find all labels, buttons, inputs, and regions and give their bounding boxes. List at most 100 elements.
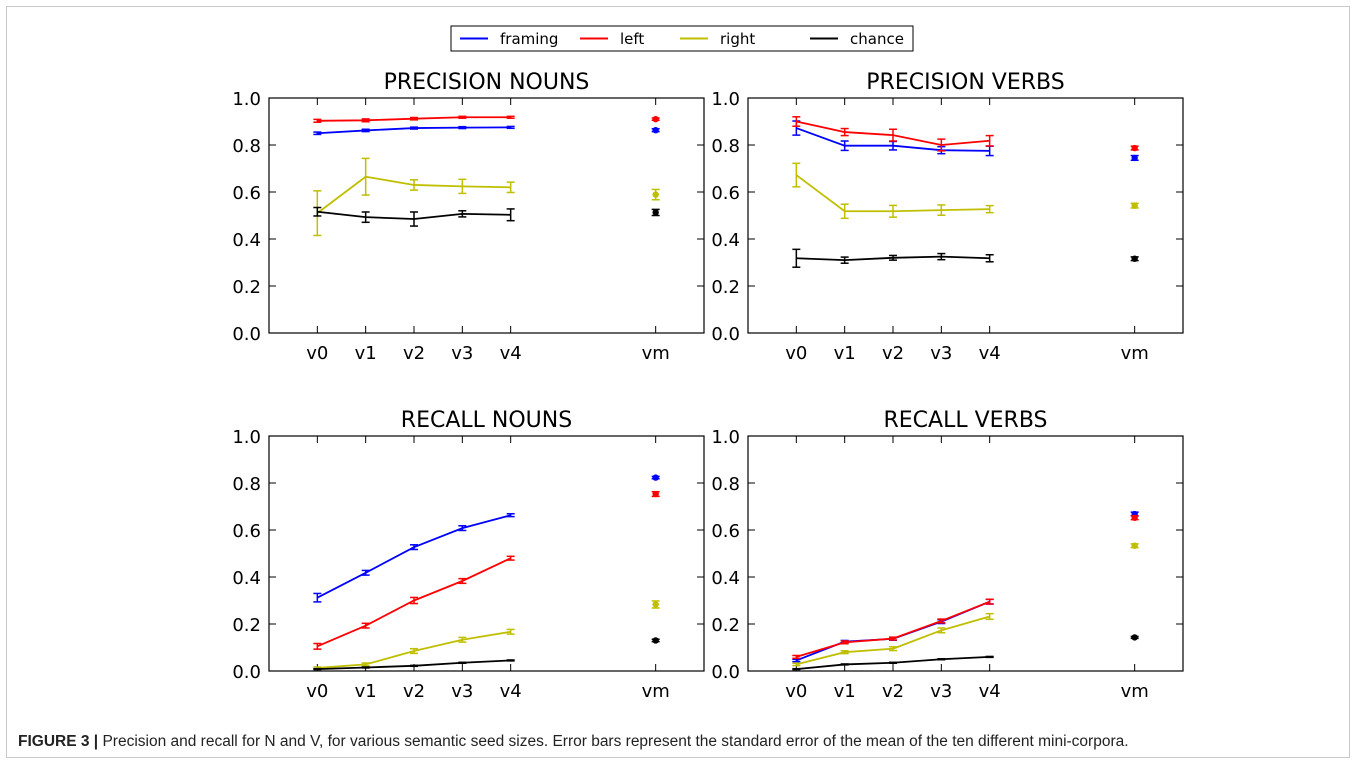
y-tick-label: 0.8 <box>232 136 261 157</box>
y-tick-label: 0.2 <box>232 615 261 636</box>
vm-point-right <box>1131 202 1138 209</box>
legend-entry-left: left <box>580 30 644 48</box>
y-tick-label: 0.2 <box>711 615 740 636</box>
x-tick-label: vm <box>1121 681 1149 702</box>
panel-4: RECALL VERBS 0.0 0.2 0.4 0.6 0.8 1.0 v0 v1 v2 v3 v4… <box>711 408 1184 702</box>
vm-point-chance <box>652 209 659 216</box>
vm-point-left <box>652 115 659 123</box>
series-left <box>313 115 660 123</box>
series-chance <box>792 248 1139 268</box>
y-tick-label: 0.8 <box>711 136 740 157</box>
series-framing <box>313 125 660 136</box>
figure-caption: FIGURE 3 | Precision and recall for N an… <box>18 733 1338 751</box>
y-tick-label: 0.2 <box>711 277 740 298</box>
y-tick-label: 1.0 <box>232 427 261 448</box>
vm-point-chance <box>652 637 659 644</box>
x-tick-label: v1 <box>355 681 377 702</box>
legend-entry-framing: framing <box>460 30 558 48</box>
plot-frame <box>747 97 1184 334</box>
x-tick-label: v2 <box>403 681 425 702</box>
x-tick-label: vm <box>642 681 670 702</box>
plot-frame <box>747 435 1184 672</box>
panel-title: PRECISION NOUNS <box>384 70 590 95</box>
series-chance <box>313 206 660 227</box>
legend-label-framing: framing <box>500 30 558 48</box>
x-tick-label: v2 <box>882 343 904 364</box>
x-tick-label: v1 <box>834 343 856 364</box>
y-tick-label: 0.6 <box>711 521 740 542</box>
y-tick-label: 0.0 <box>232 662 261 683</box>
panel-2: PRECISION VERBS 0.0 0.2 0.4 0.6 0.8 1.0 v0 v1 v2 v… <box>711 70 1184 364</box>
y-tick-label: 0.0 <box>232 324 261 345</box>
y-tick-label: 0.8 <box>711 474 740 495</box>
panel-title: RECALL NOUNS <box>401 408 572 433</box>
series-right <box>313 157 660 237</box>
y-tick-label: 0.0 <box>711 324 740 345</box>
series-chance <box>792 634 1139 671</box>
legend-label-chance: chance <box>850 30 904 48</box>
vm-point-chance <box>1131 634 1138 641</box>
legend-label-left: left <box>620 30 644 48</box>
vm-point-framing <box>652 474 659 481</box>
y-tick-label: 0.0 <box>711 662 740 683</box>
y-tick-label: 0.4 <box>232 568 261 589</box>
x-tick-label: v3 <box>930 343 952 364</box>
series-right <box>792 542 1139 667</box>
series-framing <box>792 510 1139 663</box>
plot-frame <box>268 435 705 672</box>
y-tick-label: 1.0 <box>711 427 740 448</box>
vm-point-right <box>1131 542 1138 549</box>
series-line-framing <box>796 600 991 662</box>
figure-frame <box>6 6 1350 758</box>
panel-1: PRECISION NOUNS 0.0 0.2 0.4 0.6 0.8 1.0 v0 v1 v2 v… <box>232 70 705 364</box>
legend: framing left right chance <box>450 25 914 52</box>
legend-label-right: right <box>720 30 755 48</box>
vm-point-left <box>652 490 659 498</box>
x-tick-label: v2 <box>882 681 904 702</box>
legend-entry-chance: chance <box>810 30 904 48</box>
x-tick-label: v3 <box>930 681 952 702</box>
x-tick-label: v0 <box>306 343 328 364</box>
x-tick-label: v4 <box>979 343 1001 364</box>
caption-text: Precision and recall for N and V, for va… <box>98 733 1129 750</box>
legend-entry-right: right <box>680 30 755 48</box>
series-chance <box>313 637 660 671</box>
x-tick-label: v3 <box>451 681 473 702</box>
x-tick-label: v4 <box>979 681 1001 702</box>
x-tick-label: v0 <box>306 681 328 702</box>
series-left <box>313 490 660 650</box>
panel-title: RECALL VERBS <box>883 408 1047 433</box>
caption-label: FIGURE 3 | <box>18 733 99 750</box>
panel-title: PRECISION VERBS <box>866 70 1064 95</box>
y-tick-label: 0.4 <box>232 230 261 251</box>
y-tick-label: 0.6 <box>711 183 740 204</box>
series-line-framing <box>316 514 511 599</box>
x-tick-label: v1 <box>355 343 377 364</box>
x-tick-label: v0 <box>785 681 807 702</box>
series-framing <box>792 120 1139 162</box>
series-right <box>792 162 1139 220</box>
series-left <box>792 116 1139 152</box>
vm-point-right <box>652 601 659 608</box>
vm-point-right <box>652 191 659 198</box>
vm-point-chance <box>1131 255 1138 262</box>
x-tick-label: v4 <box>500 343 522 364</box>
x-tick-label: v2 <box>403 343 425 364</box>
y-tick-label: 0.8 <box>232 474 261 495</box>
series-right <box>313 600 660 670</box>
x-tick-label: vm <box>1121 343 1149 364</box>
plot-frame <box>268 97 705 334</box>
vm-point-framing <box>1131 154 1138 162</box>
x-tick-label: v4 <box>500 681 522 702</box>
x-tick-label: v3 <box>451 343 473 364</box>
vm-point-left <box>1131 144 1138 152</box>
y-tick-label: 1.0 <box>232 89 261 110</box>
vm-point-left <box>1131 514 1138 521</box>
x-tick-label: v0 <box>785 343 807 364</box>
vm-point-framing <box>652 126 659 134</box>
panel-3: RECALL NOUNS 0.0 0.2 0.4 0.6 0.8 1.0 v0 v1 v2 v3 v4… <box>232 408 705 702</box>
y-tick-label: 0.6 <box>232 521 261 542</box>
x-tick-label: v1 <box>834 681 856 702</box>
y-tick-label: 1.0 <box>711 89 740 110</box>
